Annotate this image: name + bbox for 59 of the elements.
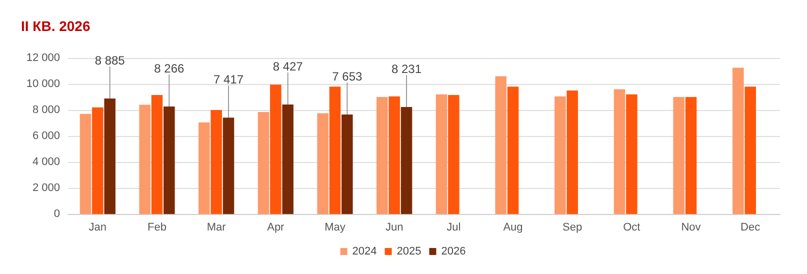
bar [317, 113, 328, 214]
x-tick-label: Nov [681, 222, 702, 234]
x-tick-label: Sep [562, 222, 582, 234]
data-label: 8 427 [272, 59, 304, 74]
y-tick-label: 2 000 [32, 182, 60, 194]
bar [329, 86, 341, 214]
bar [258, 112, 270, 214]
x-tick-label: Aug [503, 222, 523, 234]
bar [222, 118, 234, 214]
bar [626, 94, 638, 214]
bar [685, 97, 697, 214]
bar [507, 86, 519, 214]
bar [376, 97, 388, 214]
bar [270, 84, 282, 214]
x-tick-label: Jul [446, 222, 461, 234]
bar [614, 89, 626, 214]
y-tick-label: 6 000 [32, 130, 60, 142]
bar [448, 95, 460, 214]
x-tick-label: Oct [623, 222, 640, 234]
x-tick-label: Dec [740, 222, 761, 234]
legend-label: 2024 [352, 246, 377, 258]
bar [92, 107, 104, 214]
bar [104, 98, 116, 214]
data-label: 8 885 [94, 53, 126, 68]
bar [210, 110, 222, 214]
bar [80, 114, 92, 214]
bar [342, 114, 353, 214]
data-label: 8 266 [154, 62, 185, 76]
x-tick-label: May [324, 222, 346, 234]
legend-label: 2026 [441, 246, 466, 258]
y-tick-label: 12 000 [26, 52, 60, 64]
data-label: 7 417 [213, 72, 244, 87]
x-tick-label: Apr [267, 222, 285, 234]
bar [673, 97, 684, 214]
bar [164, 106, 175, 214]
bar [495, 76, 506, 214]
x-tick-label: Jan [88, 222, 107, 234]
bar [282, 104, 294, 214]
y-tick-label: 10 000 [26, 78, 60, 90]
bar [151, 95, 163, 214]
bar [139, 104, 150, 214]
legend-label: 2025 [396, 246, 422, 258]
x-tick-label: Jun [385, 222, 404, 234]
data-label: 7 653 [332, 70, 363, 84]
y-tick-label: 4 000 [32, 156, 60, 168]
x-tick-label: Feb [148, 222, 166, 234]
bar [198, 122, 210, 214]
y-tick-label: 8 000 [32, 104, 60, 116]
bar [436, 94, 448, 214]
chart-title: II КВ. 2026 [21, 18, 90, 34]
bar [388, 96, 400, 214]
bar [400, 106, 412, 214]
bar [554, 96, 566, 214]
x-tick-label: Mar [206, 222, 226, 234]
bar [732, 68, 744, 214]
y-tick-label: 0 [54, 208, 60, 220]
data-label: 8 231 [391, 62, 422, 76]
bar [566, 90, 578, 214]
bar [744, 86, 756, 214]
